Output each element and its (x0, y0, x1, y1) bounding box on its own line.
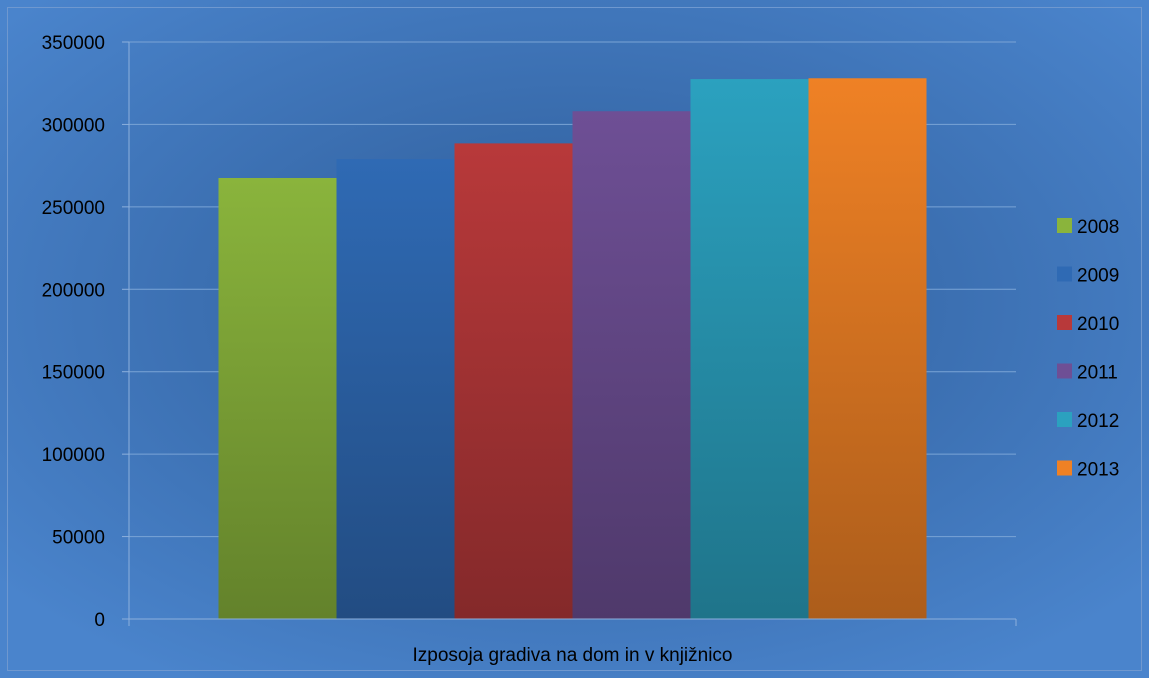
y-tick-label: 350000 (42, 33, 105, 54)
legend-swatch-2010 (1057, 315, 1072, 330)
y-tick-label: 50000 (52, 528, 105, 549)
axes (122, 42, 1017, 626)
legend-swatch-2008 (1057, 218, 1072, 233)
bar-2009 (336, 159, 455, 619)
legend-label-2008: 2008 (1077, 217, 1119, 238)
legend-label-2009: 2009 (1077, 266, 1119, 287)
x-category-label: Izposoja gradiva na dom in v knjižnico (412, 645, 732, 666)
bar-2013 (808, 78, 927, 620)
bar-2008 (218, 178, 337, 619)
legend-swatch-2012 (1057, 412, 1072, 427)
bar-2011 (572, 111, 691, 620)
bars (218, 78, 927, 620)
y-tick-label: 250000 (42, 198, 105, 219)
legend-swatch-2013 (1057, 460, 1072, 476)
y-tick-label: 100000 (42, 445, 105, 466)
legend-swatch-2011 (1057, 363, 1072, 379)
y-tick-label: 0 (94, 610, 105, 631)
legend-label-2013: 2013 (1077, 460, 1119, 481)
chart-border (7, 7, 1142, 671)
legend: 2008 2009 2010 2011 2012 2013 (1057, 217, 1119, 481)
bar-2012 (690, 79, 809, 620)
y-tick-label: 150000 (42, 363, 105, 384)
legend-label-2011: 2011 (1077, 363, 1118, 384)
y-tick-labels: 350000 300000 250000 200000 150000 100000 5000… (42, 33, 105, 631)
y-tick-label: 300000 (42, 115, 105, 136)
legend-swatch-2009 (1057, 266, 1072, 282)
bar-2010 (454, 143, 573, 619)
y-tick-label: 200000 (42, 280, 105, 301)
legend-label-2010: 2010 (1077, 314, 1119, 335)
x-category-labels: Izposoja gradiva na dom in v knjižnico (412, 645, 732, 666)
legend-label-2012: 2012 (1077, 411, 1119, 432)
